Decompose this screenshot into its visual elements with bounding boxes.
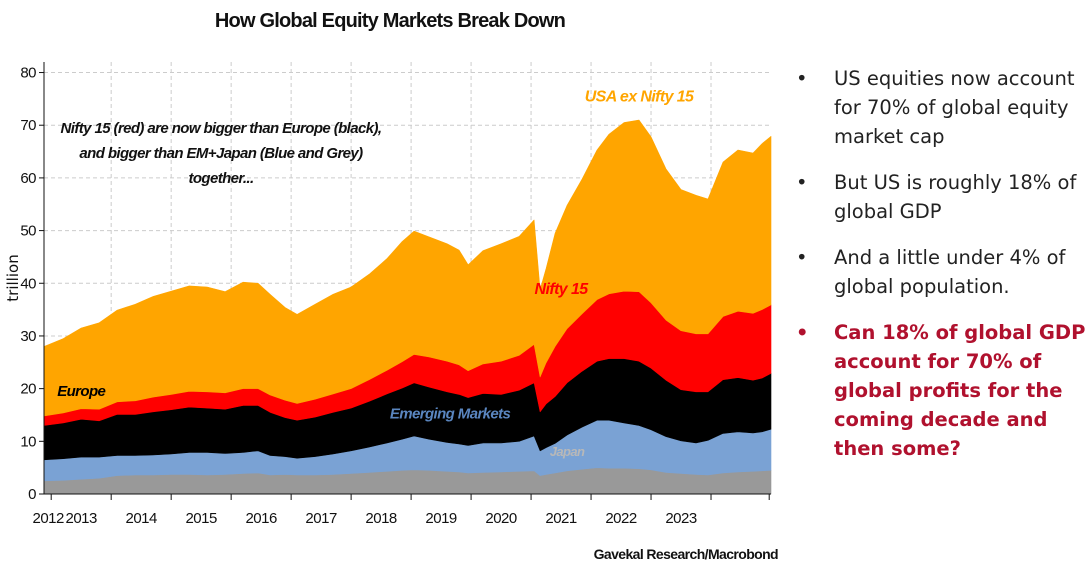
- y-tick-label: 70: [20, 117, 36, 134]
- series-areas: [43, 119, 772, 495]
- y-tick-label: 30: [20, 328, 36, 345]
- y-tick-label: 40: [20, 275, 36, 292]
- chart-note-line: and bigger than EM+Japan (Blue and Grey): [79, 145, 363, 162]
- y-tick-label: 50: [20, 223, 36, 240]
- y-axis-label: trillion: [4, 254, 22, 301]
- annotation-nifty-15: Nifty 15: [535, 281, 590, 298]
- chart-note-line: together...: [188, 170, 253, 187]
- x-tick-label: 2022: [605, 510, 637, 527]
- annotations: USA ex Nifty 15 Nifty 15 Europe Emerging Ma…: [57, 89, 695, 460]
- x-tick-label: 2018: [365, 510, 397, 527]
- x-tick-label: 2017: [305, 510, 337, 527]
- y-tick-label: 20: [20, 381, 36, 398]
- x-tick-label: 2014: [125, 510, 157, 527]
- x-tick-label: 2013: [66, 510, 98, 527]
- x-tick-label: 2021: [545, 510, 577, 527]
- annotation-usa-ex-nifty-15: USA ex Nifty 15: [585, 89, 695, 106]
- bullet-text: Can 18% of global GDP account for 70% of…: [834, 321, 1086, 460]
- x-tick-label: 2016: [245, 510, 277, 527]
- bullet-text: But US is roughly 18% of global GDP: [834, 171, 1077, 223]
- stacked-area-chart: 0 10 20 30 40 50 60 70 80 2012 2013 2014 2015 2016 201…: [4, 62, 772, 527]
- bullet-text: US equities now account for 70% of globa…: [834, 67, 1075, 148]
- bullet-item: • And a little under 4% of global populat…: [796, 243, 1086, 301]
- y-tick-label: 0: [28, 486, 36, 503]
- x-tick-label: 2012: [33, 510, 65, 527]
- y-tick-label: 10: [20, 433, 36, 450]
- bullet-item: • But US is roughly 18% of global GDP: [796, 168, 1086, 226]
- bullet-item: • US equities now account for 70% of glob…: [796, 64, 1086, 151]
- x-tick-label: 2020: [485, 510, 517, 527]
- annotation-europe: Europe: [57, 383, 105, 400]
- bullet-text: And a little under 4% of global populati…: [834, 246, 1066, 298]
- y-tick-label: 60: [20, 170, 36, 187]
- chart-title: How Global Equity Markets Break Down: [214, 10, 566, 32]
- bullet-item: • Can 18% of global GDP account for 70% o…: [796, 318, 1086, 463]
- chart-note-line: Nifty 15 (red) are now bigger than Europ…: [61, 120, 382, 137]
- x-tick-label: 2023: [665, 510, 697, 527]
- source-caption: Gavekal Research/Macrobond: [593, 546, 779, 562]
- bullet-dot: •: [796, 171, 808, 194]
- annotation-japan: Japan: [550, 444, 585, 459]
- x-tick-label: 2015: [185, 510, 217, 527]
- x-tick-label: 2019: [425, 510, 457, 527]
- axes: 0 10 20 30 40 50 60 70 80 2012 2013 2014 2015 2016 201…: [20, 62, 771, 527]
- y-tick-label: 80: [20, 65, 36, 82]
- bullet-dot: •: [796, 321, 809, 344]
- bullet-list: • US equities now account for 70% of glob…: [796, 64, 1086, 480]
- area-usa-ex-nifty-15: [43, 119, 772, 417]
- annotation-emerging-markets: Emerging Markets: [390, 406, 511, 423]
- bullet-dot: •: [796, 67, 808, 90]
- bullet-dot: •: [796, 246, 808, 269]
